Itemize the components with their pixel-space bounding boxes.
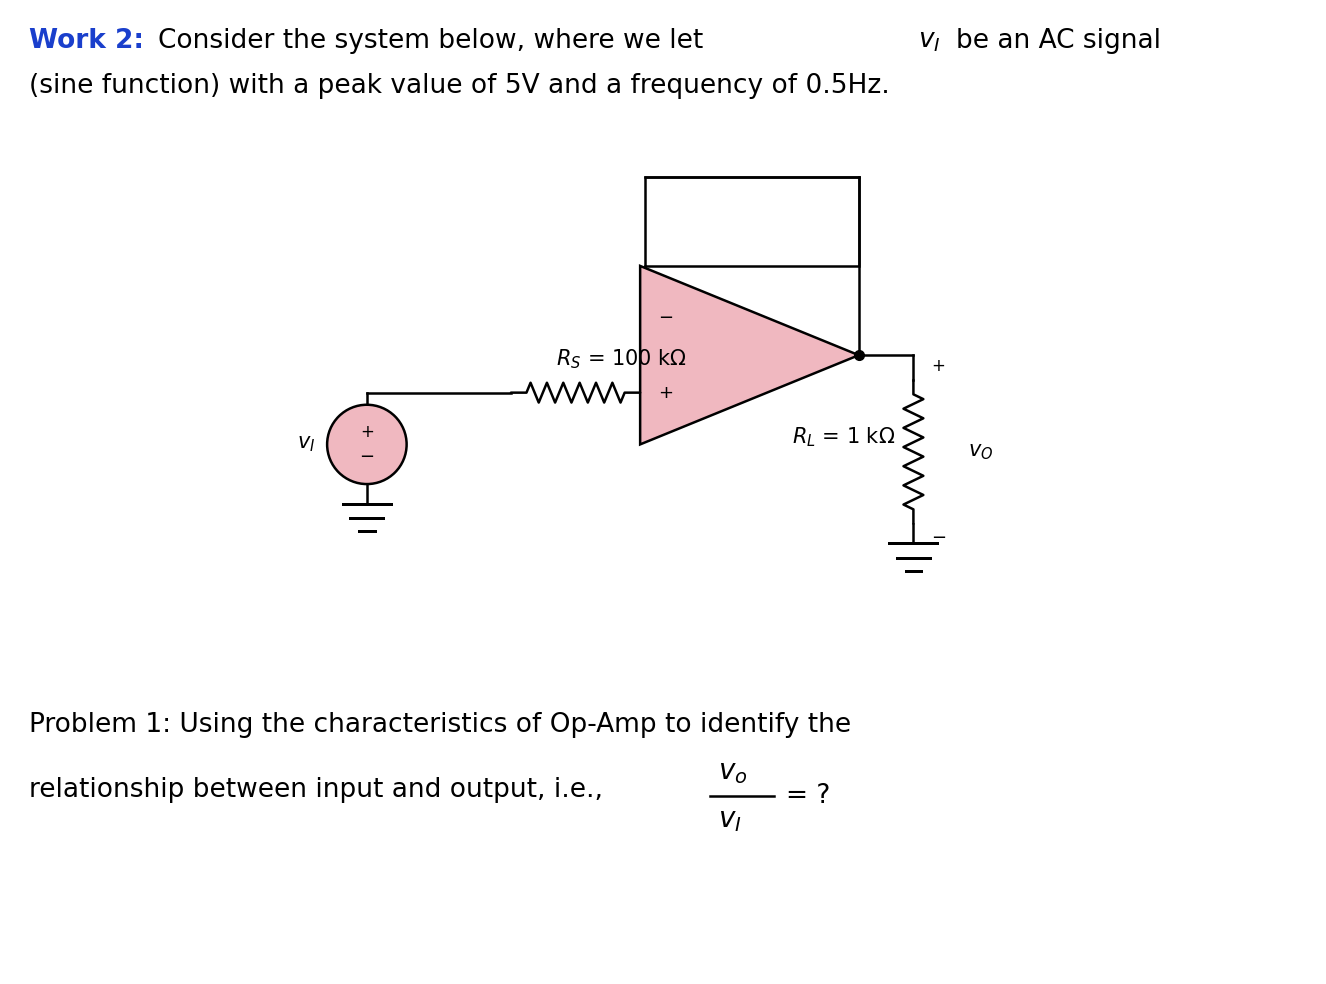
Text: $R_L$ = 1 kΩ: $R_L$ = 1 kΩ: [793, 425, 895, 449]
Text: +: +: [359, 422, 374, 441]
Text: $v_I$: $v_I$: [297, 434, 316, 455]
Text: −: −: [658, 309, 674, 327]
Text: $v_o$: $v_o$: [717, 759, 747, 786]
Text: relationship between input and output, i.e.,: relationship between input and output, i…: [29, 776, 603, 803]
Text: +: +: [658, 384, 674, 401]
Text: Consider the system below, where we let: Consider the system below, where we let: [158, 28, 712, 54]
Text: = ?: = ?: [786, 783, 830, 810]
Text: $v_I$: $v_I$: [919, 28, 941, 54]
Text: Work 2:: Work 2:: [29, 28, 145, 54]
Text: $v_I$: $v_I$: [717, 806, 741, 834]
Text: $v_O$: $v_O$: [968, 442, 993, 461]
Circle shape: [328, 404, 407, 484]
Text: −: −: [359, 449, 374, 466]
Text: −: −: [931, 528, 947, 547]
Text: be an AC signal: be an AC signal: [956, 28, 1162, 54]
Text: Problem 1: Using the characteristics of Op-Amp to identify the: Problem 1: Using the characteristics of …: [29, 712, 851, 738]
Polygon shape: [640, 266, 859, 445]
Text: $R_S$ = 100 kΩ: $R_S$ = 100 kΩ: [556, 347, 687, 371]
Text: (sine function) with a peak value of 5V and a frequency of 0.5Hz.: (sine function) with a peak value of 5V …: [29, 73, 890, 98]
Bar: [646, 177, 859, 266]
Text: +: +: [931, 357, 945, 375]
